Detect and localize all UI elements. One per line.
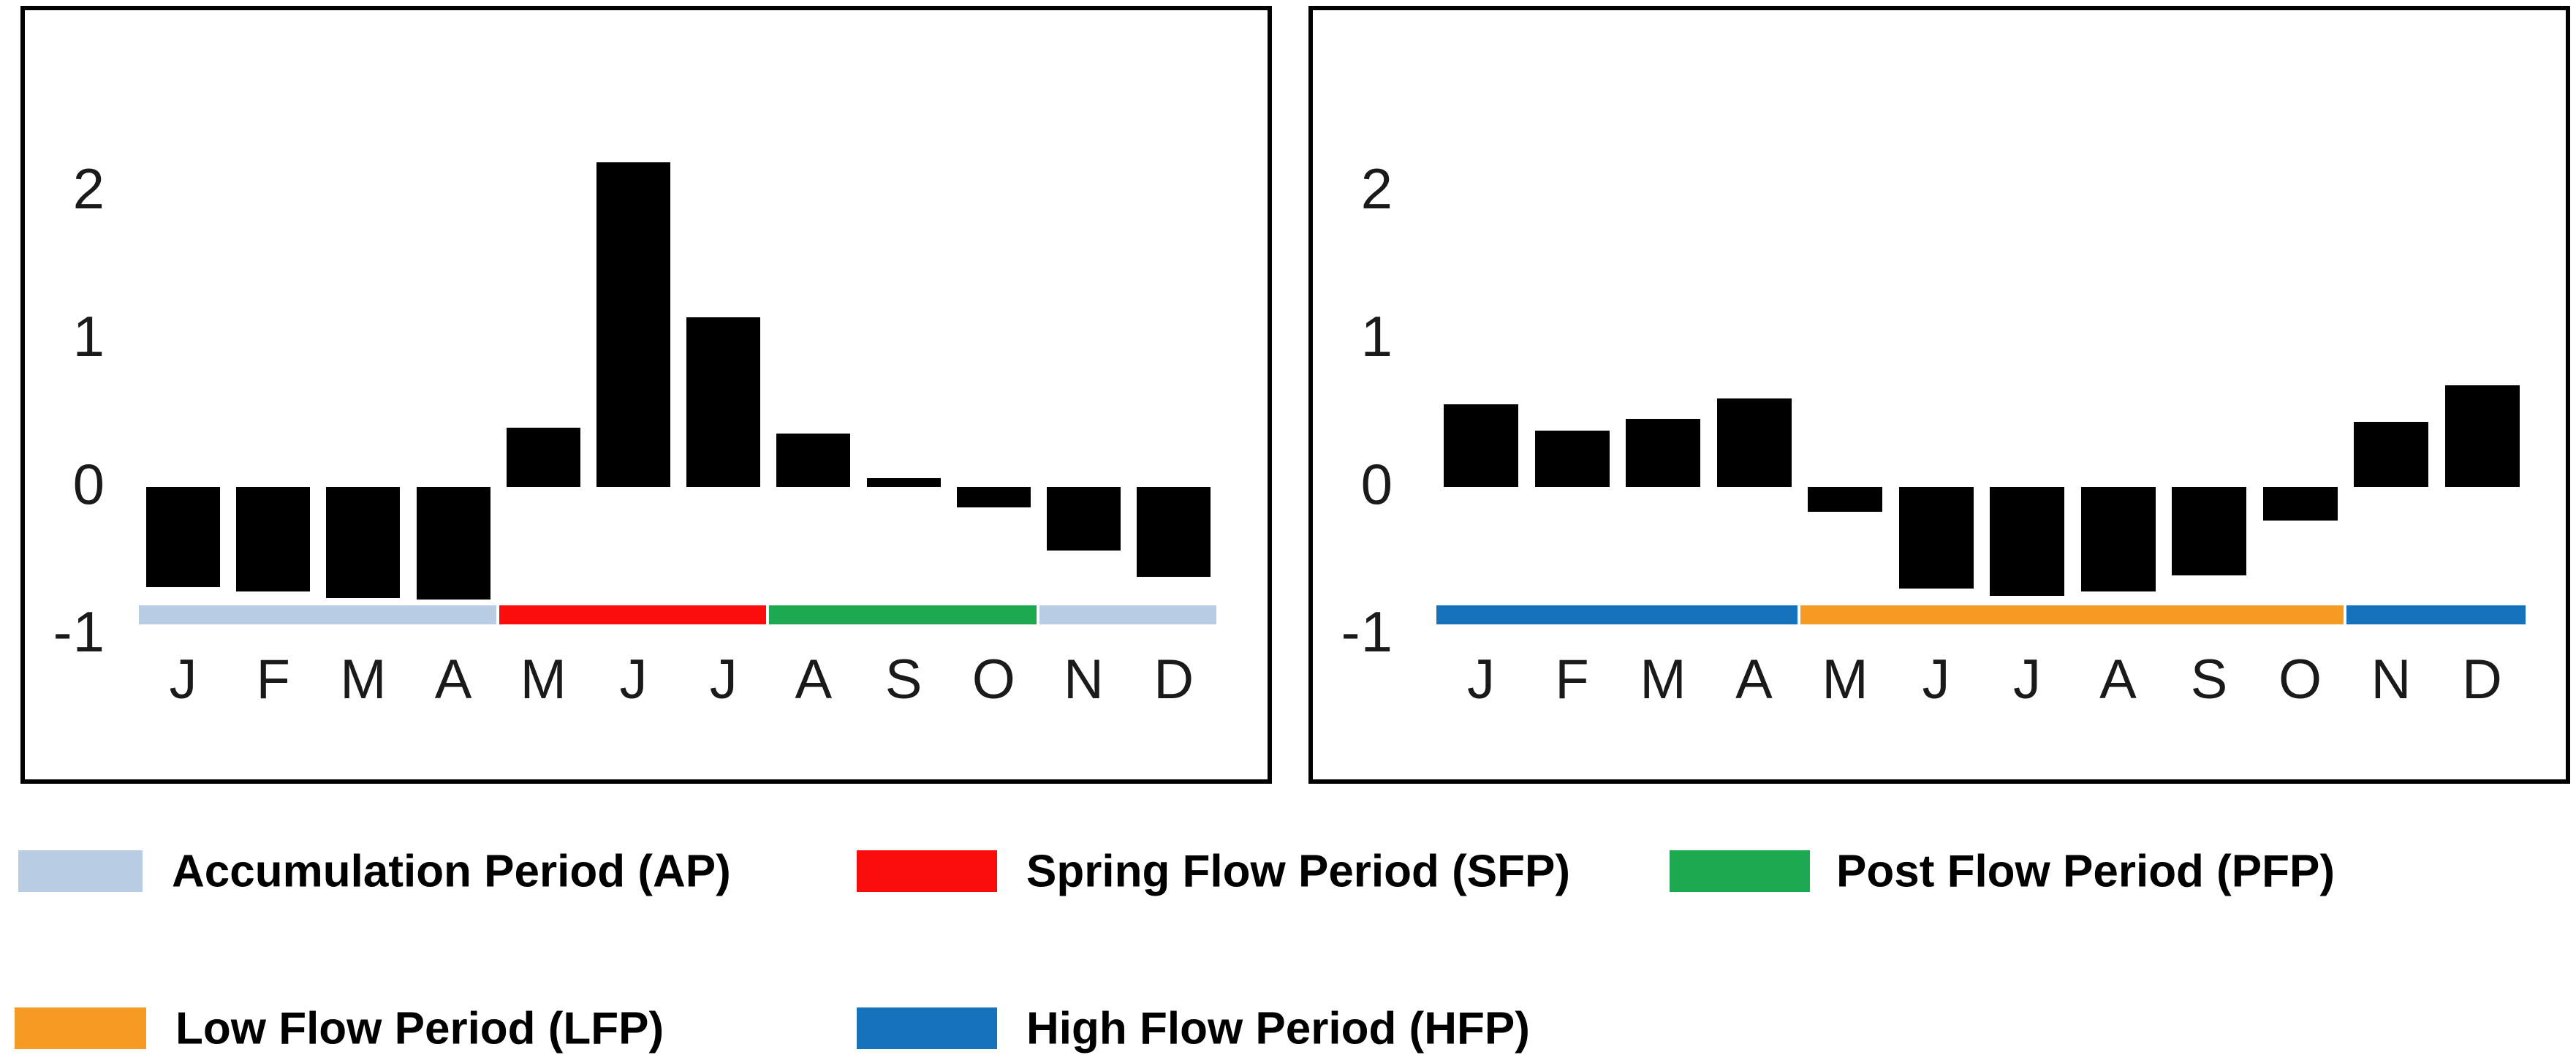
x-axis-month-label: A bbox=[1735, 648, 1773, 711]
bar-F-month-2 bbox=[1534, 431, 1610, 487]
bar-A-month-8 bbox=[2080, 487, 2156, 592]
legend-swatch-lfp bbox=[15, 1007, 146, 1049]
bar-F-month-2 bbox=[236, 487, 311, 592]
x-axis-month-label: S bbox=[884, 648, 923, 711]
bar-J-month-7 bbox=[686, 317, 761, 487]
y-axis-tick-label: 1 bbox=[1360, 303, 1393, 368]
x-axis-month-label: O bbox=[2278, 648, 2322, 711]
y-axis-tick-label: 1 bbox=[72, 303, 105, 368]
bar-J-month-7 bbox=[1990, 487, 2064, 597]
x-axis-month-label: M bbox=[340, 648, 387, 711]
chart-plot-area: 2 1 0 -1 J F M A M J J A S O N D bbox=[1313, 10, 2566, 779]
y-axis-tick-label: -1 bbox=[53, 599, 105, 664]
period-stripe-ap bbox=[1039, 605, 1217, 624]
x-axis-month-label: J bbox=[709, 648, 738, 711]
bar-J-month-1 bbox=[1444, 404, 1518, 487]
bar-O-month-10 bbox=[2262, 487, 2338, 521]
y-axis-tick-label: 0 bbox=[72, 451, 105, 516]
legend-label-lfp: Low Flow Period (LFP) bbox=[175, 1003, 664, 1054]
y-axis-tick-label: 2 bbox=[72, 156, 105, 221]
bar-J-month-6 bbox=[1898, 487, 1974, 589]
x-axis-month-label: N bbox=[1064, 648, 1104, 711]
bar-J-month-1 bbox=[146, 487, 220, 588]
period-stripe-hfp bbox=[1436, 605, 1797, 624]
x-axis-month-label: M bbox=[1640, 648, 1686, 711]
bar-A-month-4 bbox=[1716, 398, 1792, 487]
bar-D-month-12 bbox=[1137, 487, 1211, 578]
legend-label-sfp: Spring Flow Period (SFP) bbox=[1026, 846, 1570, 897]
bar-N-month-11 bbox=[2354, 422, 2428, 487]
legend-swatch-sfp bbox=[857, 850, 997, 892]
x-axis-month-label: M bbox=[520, 648, 567, 711]
x-axis-month-label: J bbox=[619, 648, 648, 711]
x-axis-month-label: O bbox=[971, 648, 1015, 711]
x-axis-month-label: J bbox=[1922, 648, 1950, 711]
monthly-flow-anomaly-chart-left: 2 1 0 -1 J F M A M J J A S O N D bbox=[20, 6, 1272, 784]
bar-M-month-3 bbox=[326, 487, 401, 598]
bar-N-month-11 bbox=[1047, 487, 1121, 551]
y-axis-tick-label: 2 bbox=[1360, 156, 1393, 221]
legend-label-hfp: High Flow Period (HFP) bbox=[1026, 1003, 1530, 1054]
x-axis-month-label: S bbox=[2190, 648, 2228, 711]
x-axis-month-label: J bbox=[1467, 648, 1495, 711]
y-axis-tick-label: 0 bbox=[1360, 451, 1393, 516]
x-axis-month-label: A bbox=[434, 648, 472, 711]
bar-M-month-3 bbox=[1626, 419, 1700, 487]
bar-J-month-6 bbox=[596, 162, 670, 487]
period-stripe-hfp bbox=[2346, 605, 2526, 624]
period-stripe-ap bbox=[139, 605, 496, 624]
x-axis-month-label: N bbox=[2371, 648, 2412, 711]
period-stripe-pfp bbox=[769, 605, 1037, 624]
x-axis-month-label: M bbox=[1822, 648, 1868, 711]
x-axis-month-label: A bbox=[795, 648, 833, 711]
legend-swatch-pfp bbox=[1670, 850, 1810, 892]
x-axis-month-label: D bbox=[2462, 648, 2502, 711]
x-axis-month-label: D bbox=[1153, 648, 1194, 711]
legend-swatch-ap bbox=[18, 850, 143, 892]
x-axis-month-label: F bbox=[256, 648, 290, 711]
bar-M-month-5 bbox=[1808, 487, 1882, 513]
y-axis-tick-label: -1 bbox=[1341, 599, 1393, 664]
x-axis-month-label: J bbox=[2013, 648, 2041, 711]
bar-M-month-5 bbox=[506, 428, 580, 487]
x-axis-month-label: J bbox=[169, 648, 197, 711]
legend-swatch-hfp bbox=[857, 1007, 997, 1049]
bar-A-month-8 bbox=[776, 434, 851, 487]
period-stripe-lfp bbox=[1800, 605, 2344, 624]
bar-D-month-12 bbox=[2444, 385, 2520, 487]
x-axis-month-label: F bbox=[1555, 648, 1589, 711]
bar-O-month-10 bbox=[956, 487, 1031, 508]
bar-S-month-9 bbox=[866, 477, 941, 487]
bar-S-month-9 bbox=[2172, 487, 2246, 576]
period-stripe-sfp bbox=[499, 605, 767, 624]
legend-label-ap: Accumulation Period (AP) bbox=[172, 846, 731, 897]
legend-label-pfp: Post Flow Period (PFP) bbox=[1836, 846, 2336, 897]
monthly-flow-anomaly-chart-right: 2 1 0 -1 J F M A M J J A S O N D bbox=[1308, 6, 2570, 784]
bar-A-month-4 bbox=[416, 487, 490, 600]
chart-plot-area: 2 1 0 -1 J F M A M J J A S O N D bbox=[25, 10, 1268, 779]
x-axis-month-label: A bbox=[2099, 648, 2137, 711]
